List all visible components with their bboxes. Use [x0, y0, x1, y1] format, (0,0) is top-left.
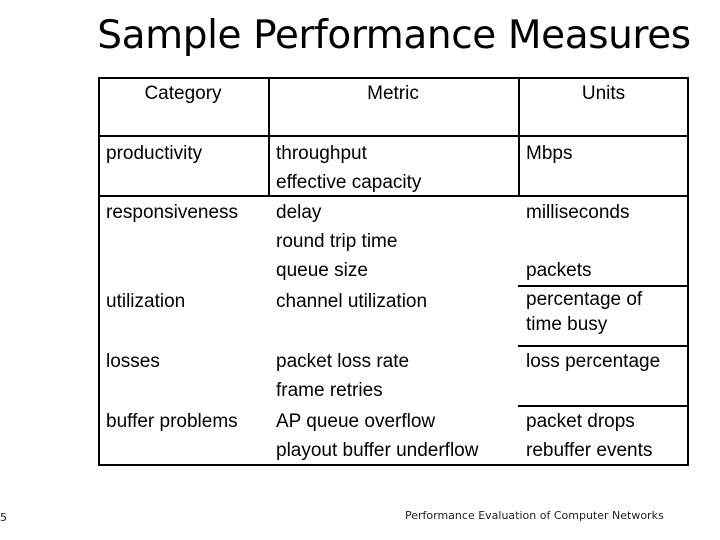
- metric-line: frame retries: [276, 380, 383, 401]
- metric-line: playout buffer underflow: [276, 440, 479, 461]
- row-divider-units-1: [518, 137, 520, 195]
- slide-title: Sample Performance Measures: [97, 13, 691, 58]
- slide-footer: Performance Evaluation of Computer Netwo…: [405, 509, 664, 522]
- table-header: Category Metric Units: [98, 77, 689, 137]
- row-losses-metrics: packet loss rate frame retries: [276, 347, 409, 405]
- header-category: Category: [144, 83, 222, 104]
- row-losses-units: loss percentage: [526, 351, 661, 372]
- row-buffer-category: buffer problems: [106, 411, 238, 432]
- header-units: Units: [581, 83, 626, 104]
- metric-line: delay: [276, 202, 322, 223]
- row-responsiveness-category: responsiveness: [106, 202, 239, 223]
- row-utilization-category: utilization: [106, 291, 186, 312]
- unit-line: rebuffer events: [526, 440, 653, 461]
- table-border: [98, 77, 689, 466]
- row-separator-4: [518, 405, 689, 407]
- row-productivity-units: Mbps: [526, 143, 573, 164]
- header-divider-1: [268, 77, 270, 137]
- slide-number: 5: [0, 511, 7, 524]
- row-utilization-units: percentage of time busy: [526, 287, 642, 337]
- unit-line: time busy: [526, 314, 608, 335]
- row-separator-3: [518, 345, 689, 347]
- unit-line: percentage of: [526, 289, 643, 310]
- row-separator-1: [98, 195, 689, 197]
- row-responsiveness-metrics: delay round trip time queue size: [276, 198, 397, 285]
- metric-line: packet loss rate: [276, 351, 410, 372]
- row-buffer-units: packet drops rebuffer events: [526, 407, 652, 465]
- row-productivity-category: productivity: [106, 143, 203, 164]
- row-utilization-metrics: channel utilization: [276, 291, 428, 312]
- header-metric: Metric: [367, 83, 419, 104]
- unit-line: packet drops: [526, 411, 635, 432]
- metric-line: round trip time: [276, 231, 398, 252]
- row-divider-metric-1: [268, 137, 270, 195]
- row-productivity-metrics: throughput effective capacity: [276, 139, 421, 197]
- row-responsiveness-units-1: milliseconds: [526, 202, 630, 223]
- row-losses-category: losses: [106, 351, 160, 372]
- metric-line: effective capacity: [276, 172, 422, 193]
- row-separator-2: [518, 285, 689, 287]
- metric-line: queue size: [276, 260, 368, 281]
- metric-line: AP queue overflow: [276, 411, 436, 432]
- row-responsiveness-units-2: packets: [526, 260, 592, 281]
- metric-line: throughput: [276, 143, 367, 164]
- row-buffer-metrics: AP queue overflow playout buffer underfl…: [276, 407, 478, 465]
- header-divider-2: [518, 77, 520, 137]
